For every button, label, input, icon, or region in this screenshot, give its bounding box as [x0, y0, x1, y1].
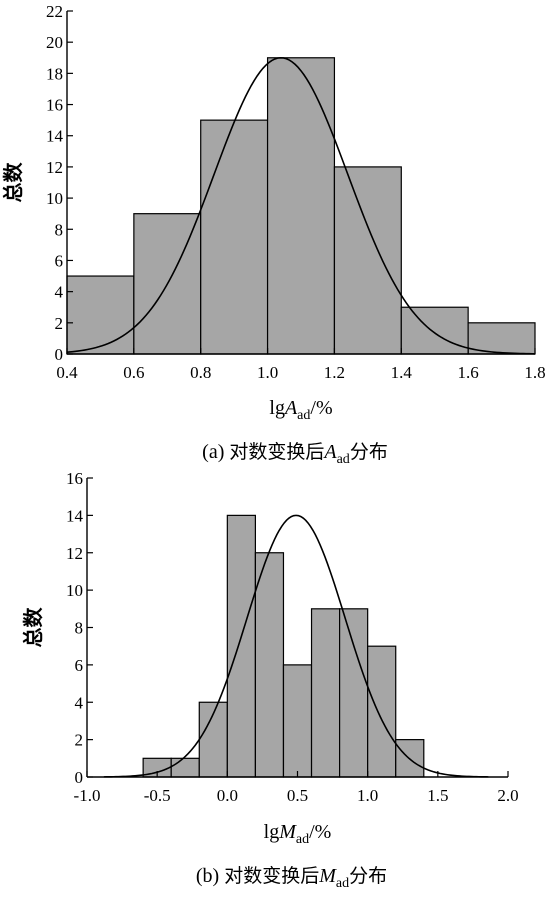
y-tick-label: 16 — [66, 469, 83, 488]
x-tick-label: -1.0 — [74, 786, 101, 805]
caption-var: A — [322, 441, 337, 463]
caption-suffix: 分布 — [350, 441, 388, 463]
x-tick-label: 0.5 — [287, 786, 308, 805]
histogram-bar-3 — [266, 57, 336, 355]
x-tick-label: -0.5 — [144, 786, 171, 805]
y-tick-label: 12 — [66, 544, 83, 563]
y-tick-label: 8 — [75, 619, 84, 638]
histogram-bar-7 — [339, 608, 369, 778]
x-tick-label: 2.0 — [497, 786, 518, 805]
histogram-b: 0 2 4 6 8 10 12 14 16 -1.0 -0.5 0.0 0.5 1.0 1.5 2.0 总数 lg… — [21, 469, 519, 891]
normal-curve — [103, 514, 489, 778]
histogram-bar-6 — [467, 322, 536, 355]
figure-caption: (b) 对数变换后Mad分布 — [196, 865, 387, 891]
y-tick-label: 6 — [55, 251, 64, 270]
histogram-bar-3 — [226, 514, 256, 778]
x-tick-label: 1.0 — [357, 786, 378, 805]
histogram-a: 0 2 4 6 8 10 12 14 16 18 20 22 0.4 0.6 0.8 1.0 1.2 1.4 1.6… — [1, 2, 546, 467]
y-tick-label: 14 — [46, 127, 64, 146]
y-tick-label: 8 — [55, 220, 64, 239]
histogram-bar-4 — [254, 552, 285, 778]
y-tick-label: 4 — [75, 693, 84, 712]
x-tick-label: 1.5 — [427, 786, 448, 805]
histogram-bar-5 — [282, 664, 313, 778]
y-tick-label: 0 — [75, 768, 84, 787]
y-tick-label: 20 — [46, 33, 63, 52]
x-axis-title-var: M — [278, 821, 297, 843]
caption-sub: ad — [336, 876, 349, 891]
x-axis-title-suffix: /% — [309, 821, 331, 843]
y-tick-label: 12 — [46, 158, 63, 177]
normal-curve — [66, 56, 536, 355]
histogram-bar-5 — [400, 306, 469, 355]
x-axis-title-prefix: lg — [269, 397, 285, 419]
y-tick-label: 18 — [46, 64, 63, 83]
histogram-bar-0 — [66, 275, 135, 355]
y-tick-label: 2 — [55, 314, 64, 333]
y-tick-label: 2 — [75, 731, 84, 750]
histogram-bar-4 — [333, 166, 402, 355]
histogram-bar-6 — [310, 608, 341, 778]
x-axis-title-sub: ad — [296, 832, 309, 847]
figure-caption: (a) 对数变换后Aad分布 — [202, 441, 388, 467]
y-tick-label: 10 — [46, 189, 63, 208]
caption-main: 对数变换后 — [224, 865, 319, 887]
y-axis-title: 总数 — [1, 162, 25, 203]
x-axis-title-prefix: lg — [264, 821, 280, 843]
x-tick-label: 0.6 — [123, 363, 144, 382]
histogram-bar-1 — [170, 757, 200, 778]
x-axis-title-suffix: /% — [310, 397, 332, 419]
x-tick-label: 1.8 — [524, 363, 545, 382]
x-tick-label: 0.8 — [190, 363, 211, 382]
y-tick-label: 16 — [46, 96, 63, 115]
caption-suffix: 分布 — [349, 865, 387, 887]
caption-sub: ad — [337, 452, 350, 467]
caption-prefix: (b) — [196, 865, 224, 887]
caption-main: 对数变换后 — [229, 441, 324, 463]
y-tick-label: 14 — [66, 506, 84, 525]
histogram-bar-2 — [200, 119, 269, 355]
x-tick-label: 0.0 — [217, 786, 238, 805]
x-tick-label: 1.0 — [257, 363, 278, 382]
y-tick-label: 10 — [66, 581, 83, 600]
y-tick-label: 22 — [46, 2, 63, 21]
caption-prefix: (a) — [202, 441, 229, 463]
x-axis-title-var: A — [283, 397, 298, 419]
histogram-bar-8 — [367, 645, 397, 778]
y-axis-title: 总数 — [21, 607, 45, 648]
x-axis-title: lgAad/% — [269, 397, 332, 423]
y-tick-label: 6 — [75, 656, 84, 675]
x-tick-label: 1.4 — [391, 363, 413, 382]
x-tick-label: 1.2 — [324, 363, 345, 382]
y-tick-label: 4 — [55, 283, 64, 302]
x-tick-label: 0.4 — [56, 363, 78, 382]
caption-var: M — [318, 865, 337, 887]
x-tick-label: 1.6 — [458, 363, 479, 382]
x-axis-title-sub: ad — [297, 408, 310, 423]
x-axis-title: lgMad/% — [264, 821, 332, 847]
y-tick-label: 0 — [55, 345, 64, 364]
